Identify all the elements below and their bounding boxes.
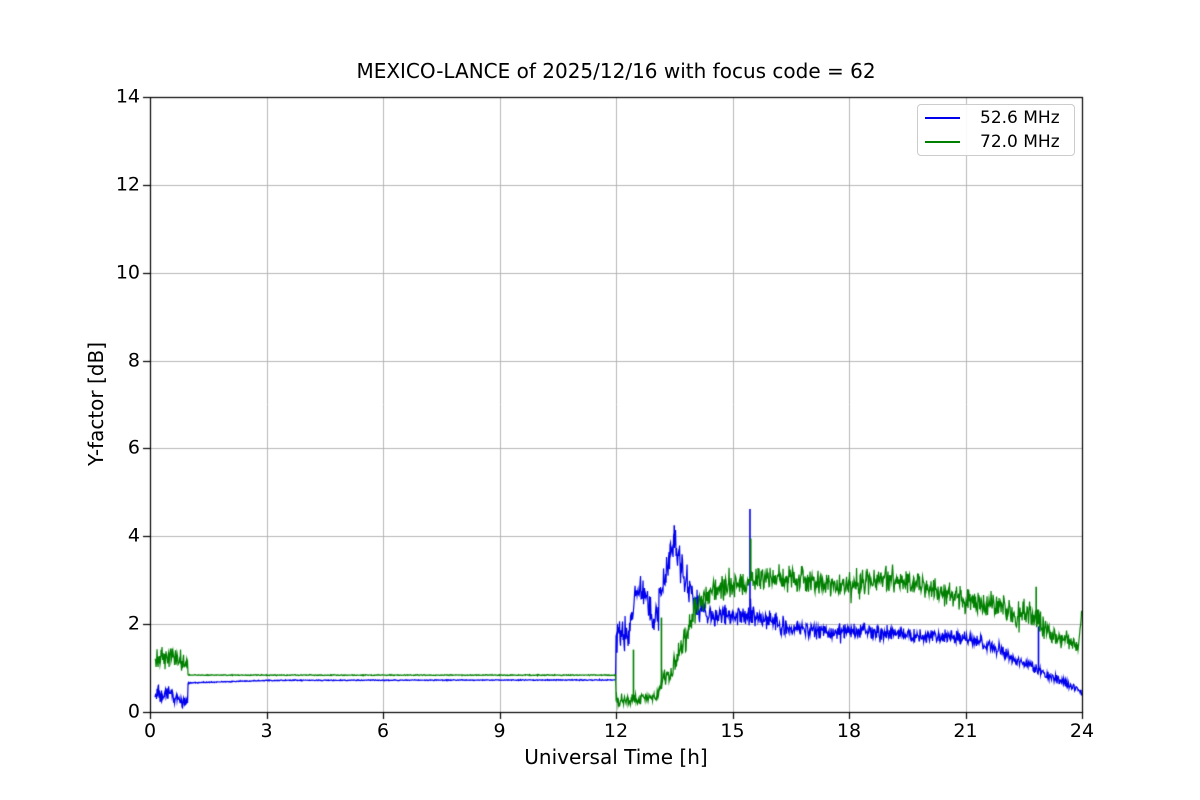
- x-tick-label: 21: [953, 720, 978, 742]
- y-tick-label: 4: [127, 524, 140, 547]
- x-tick-label: 9: [493, 720, 506, 742]
- legend-item-72-0-mhz: 72.0 MHz: [918, 130, 1074, 154]
- y-tick-label: 12: [115, 173, 140, 196]
- x-tick-label: 15: [720, 720, 745, 742]
- legend-label: 72.0 MHz: [980, 132, 1060, 152]
- x-tick-label: 6: [376, 720, 390, 742]
- x-tick-label: 12: [603, 720, 629, 742]
- x-axis-label: Universal Time [h]: [524, 745, 708, 769]
- y-axis-label: Y-factor [dB]: [84, 341, 108, 467]
- y-tick-label: 8: [127, 349, 140, 372]
- y-tick-label: 2: [127, 612, 140, 635]
- legend: 52.6 MHz 72.0 MHz: [917, 104, 1075, 156]
- y-tick-label: 6: [127, 436, 140, 459]
- y-tick-label: 14: [115, 85, 140, 108]
- x-tick-label: 3: [260, 720, 273, 742]
- x-tick-label: 24: [1069, 720, 1095, 742]
- x-tick-label: 18: [836, 720, 862, 742]
- legend-label: 52.6 MHz: [980, 108, 1060, 128]
- y-tick-label: 10: [115, 261, 140, 284]
- legend-line-green: [925, 141, 960, 143]
- chart-title: MEXICO-LANCE of 2025/12/16 with focus co…: [356, 59, 876, 83]
- y-tick-label: 0: [127, 700, 140, 723]
- legend-item-52-6-mhz: 52.6 MHz: [918, 106, 1074, 130]
- x-tick-label: 0: [143, 720, 157, 742]
- legend-line-blue: [925, 117, 960, 119]
